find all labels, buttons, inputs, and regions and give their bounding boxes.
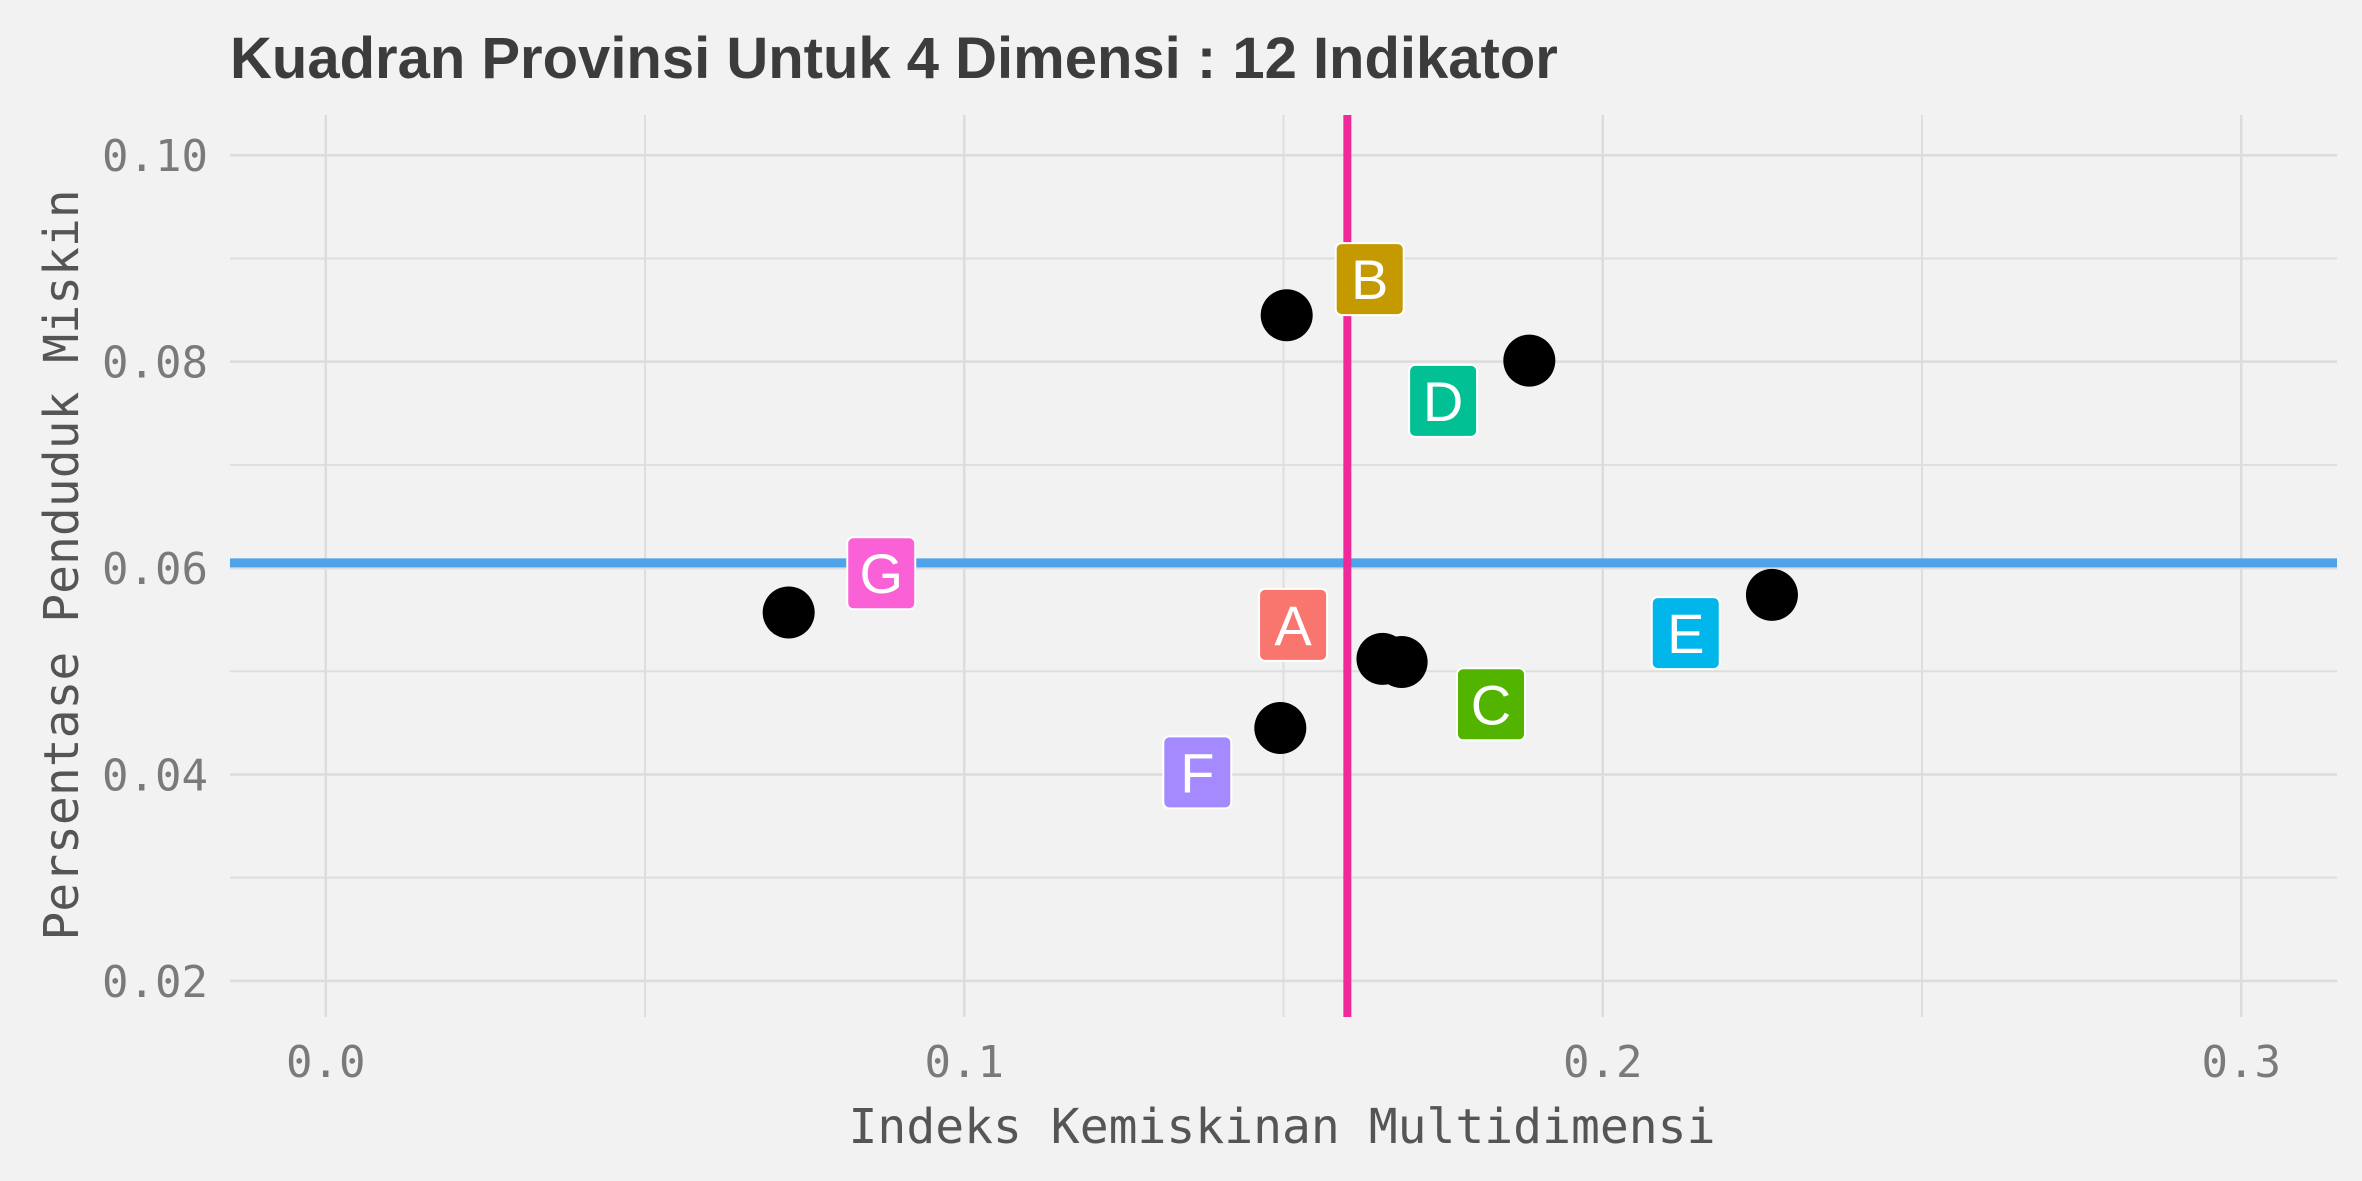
x-tick-label: 0.1 <box>925 1037 1004 1088</box>
quadrant-label-text: E <box>1667 602 1704 665</box>
quadrant-label-g: G <box>846 536 917 611</box>
quadrant-label-c: C <box>1456 667 1527 742</box>
data-point <box>1503 334 1556 387</box>
data-point <box>1254 702 1307 755</box>
y-axis-label: Persentase Penduduk Miskin <box>34 189 90 940</box>
quadrant-label-b: B <box>1334 242 1405 317</box>
data-point <box>1260 289 1313 342</box>
grid <box>230 115 2337 1017</box>
y-tick-label: 0.02 <box>102 957 208 1008</box>
data-points <box>762 289 1798 755</box>
data-point <box>1745 568 1798 621</box>
y-tick-label: 0.04 <box>102 750 208 801</box>
quadrant-label-text: B <box>1351 248 1388 311</box>
data-point <box>762 586 815 639</box>
quadrant-label-box <box>1650 596 1721 671</box>
y-tick-label: 0.08 <box>102 338 208 389</box>
quadrant-label-f: F <box>1162 735 1233 810</box>
quadrant-labels: A B C D E F G <box>846 242 1721 810</box>
data-point <box>1375 635 1428 688</box>
y-tick-label: 0.06 <box>102 544 208 595</box>
quadrant-label-a: A <box>1258 587 1329 662</box>
quadrant-label-e: E <box>1650 596 1721 671</box>
quadrant-label-text: D <box>1423 370 1463 433</box>
quadrant-label-box <box>846 536 917 611</box>
x-tick-label: 0.2 <box>1563 1037 1642 1088</box>
quadrant-label-text: G <box>859 542 903 605</box>
quadrant-label-text: F <box>1180 741 1214 804</box>
quadrant-label-box <box>1258 587 1329 662</box>
tick-labels: 0.0 0.1 0.2 0.3 0.02 0.04 0.06 0.08 0.10 <box>102 131 2281 1088</box>
quadrant-label-box <box>1408 363 1479 438</box>
quadrant-label-box <box>1162 735 1233 810</box>
x-tick-label: 0.3 <box>2201 1037 2280 1088</box>
quadrant-label-box <box>1334 242 1405 317</box>
chart-title: Kuadran Provinsi Untuk 4 Dimensi : 12 In… <box>230 26 1558 91</box>
quadrant-label-d: D <box>1408 363 1479 438</box>
quadrant-label-text: C <box>1471 673 1511 736</box>
quadrant-label-box <box>1456 667 1527 742</box>
quadrant-label-text: A <box>1274 594 1312 657</box>
x-axis-label: Indeks Kemiskinan Multidimensi <box>849 1099 1716 1155</box>
y-tick-label: 0.10 <box>102 131 208 182</box>
x-tick-label: 0.0 <box>286 1037 365 1088</box>
